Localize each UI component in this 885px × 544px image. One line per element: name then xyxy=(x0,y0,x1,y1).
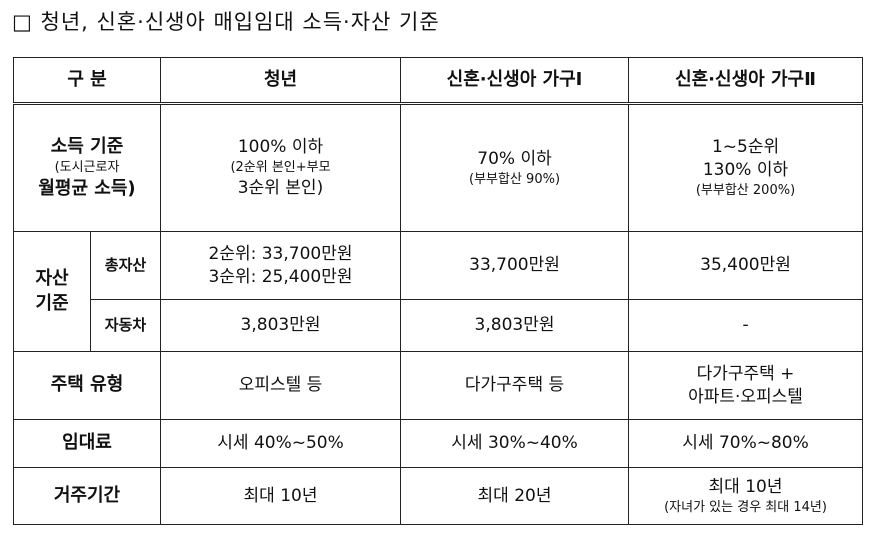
cell-line: (자녀가 있는 경우 최대 14년) xyxy=(664,499,827,515)
cell-line: (도시근로자 xyxy=(54,160,120,176)
cell-line: (2순위 본인+부모 xyxy=(230,160,331,176)
row-label: 주택 유형 xyxy=(12,351,162,420)
cell-line: - xyxy=(742,315,749,336)
cell-line: 다가구주택 등 xyxy=(464,375,565,396)
asset-row: 자동차 3,803만원 3,803만원 - xyxy=(14,299,864,352)
sub-label: 자동차 xyxy=(89,299,162,352)
cell: 시세 40%~50% xyxy=(160,419,402,468)
cell: 오피스텔 등 xyxy=(160,351,402,420)
cell-line: 1~5순위 xyxy=(711,137,780,158)
cell-line: (부부합산 90%) xyxy=(469,171,561,187)
header-cell: 청년 xyxy=(160,57,402,105)
cell: 1~5순위 130% 이하 (부부합산 200%) xyxy=(628,103,864,232)
cell-line: (부부합산 200%) xyxy=(695,183,796,199)
cell-line: 3순위 본인) xyxy=(237,177,324,198)
cell-line: 시세 40%~50% xyxy=(217,433,344,454)
cell-line: 오피스텔 등 xyxy=(238,375,323,396)
data-row: 거주기간 최대 10년 최대 20년 최대 10년 (자녀가 있는 경우 최대 14년) xyxy=(12,467,864,525)
cell: 다가구주택 등 xyxy=(400,351,630,420)
cell-line: 아파트·오피스텔 xyxy=(688,386,803,407)
cell-line: 자산 xyxy=(35,268,69,290)
cell: 3,803만원 xyxy=(400,299,630,352)
cell: 35,400만원 xyxy=(628,231,864,300)
row-label: 소득 기준 (도시근로자 월평균 소득) xyxy=(12,103,162,232)
cell: 최대 10년 (자녀가 있는 경우 최대 14년) xyxy=(628,467,864,525)
header-cell: 구 분 xyxy=(12,57,162,105)
cell-line: 3,803만원 xyxy=(240,315,321,336)
cell-line: 시세 70%~80% xyxy=(682,433,809,454)
row-label: 거주기간 xyxy=(12,467,162,525)
header-cell: 신혼·신생아 가구Ⅱ xyxy=(628,57,864,105)
cell-line: 2순위: 33,700만원 xyxy=(208,243,353,264)
cell: 33,700만원 xyxy=(400,231,630,300)
cell: - xyxy=(628,299,864,352)
criteria-table: 구 분 청년 신혼·신생아 가구Ⅰ 신혼·신생아 가구Ⅱ 소득 기준 (도시근로자 월평균 … xyxy=(12,57,864,525)
cell: 최대 10년 xyxy=(160,467,402,525)
cell-line: 기준 xyxy=(35,292,69,314)
cell-line: 33,700만원 xyxy=(469,255,560,276)
data-row: 주택 유형 오피스텔 등 다가구주택 등 다가구주택 + 아파트·오피스텔 xyxy=(12,351,864,420)
row-label: 자산 기준 xyxy=(13,231,91,352)
cell: 100% 이하 (2순위 본인+부모 3순위 본인) xyxy=(160,103,402,232)
cell: 다가구주택 + 아파트·오피스텔 xyxy=(628,351,864,420)
cell: 시세 70%~80% xyxy=(628,419,864,468)
income-row: 소득 기준 (도시근로자 월평균 소득) 100% 이하 (2순위 본인+부모 3순위 본… xyxy=(12,103,864,232)
cell-line: 최대 10년 xyxy=(708,476,783,497)
cell-line: 월평균 소득) xyxy=(38,177,136,199)
cell-line: 최대 20년 xyxy=(477,485,552,506)
cell-line: 100% 이하 xyxy=(237,137,324,158)
cell-line: 3,803만원 xyxy=(474,315,555,336)
header-row: 구 분 청년 신혼·신생아 가구Ⅰ 신혼·신생아 가구Ⅱ xyxy=(12,57,864,105)
cell-line: 소득 기준 xyxy=(50,135,124,157)
cell-line: 최대 10년 xyxy=(243,485,318,506)
asset-row: 자산 기준 총자산 2순위: 33,700만원 3순위: 25,400만원 33,700만… xyxy=(13,231,864,352)
cell-line: 다가구주택 + xyxy=(696,363,795,384)
cell: 2순위: 33,700만원 3순위: 25,400만원 xyxy=(160,231,402,300)
title: □ 청년, 신혼·신생아 매입임대 소득·자산 기준 xyxy=(12,10,440,34)
sub-label: 총자산 xyxy=(89,231,162,300)
cell-line: 3순위: 25,400만원 xyxy=(208,266,353,287)
cell: 3,803만원 xyxy=(160,299,402,352)
cell: 70% 이하 (부부합산 90%) xyxy=(400,103,630,232)
data-row: 임대료 시세 40%~50% 시세 30%~40% 시세 70%~80% xyxy=(12,419,864,468)
cell: 시세 30%~40% xyxy=(400,419,630,468)
cell-line: 35,400만원 xyxy=(700,255,791,276)
cell-line: 70% 이하 xyxy=(477,148,552,169)
cell-line: 130% 이하 xyxy=(702,160,789,181)
cell: 최대 20년 xyxy=(400,467,630,525)
cell-line: 시세 30%~40% xyxy=(451,433,578,454)
row-label: 임대료 xyxy=(12,419,162,468)
header-cell: 신혼·신생아 가구Ⅰ xyxy=(400,57,630,105)
